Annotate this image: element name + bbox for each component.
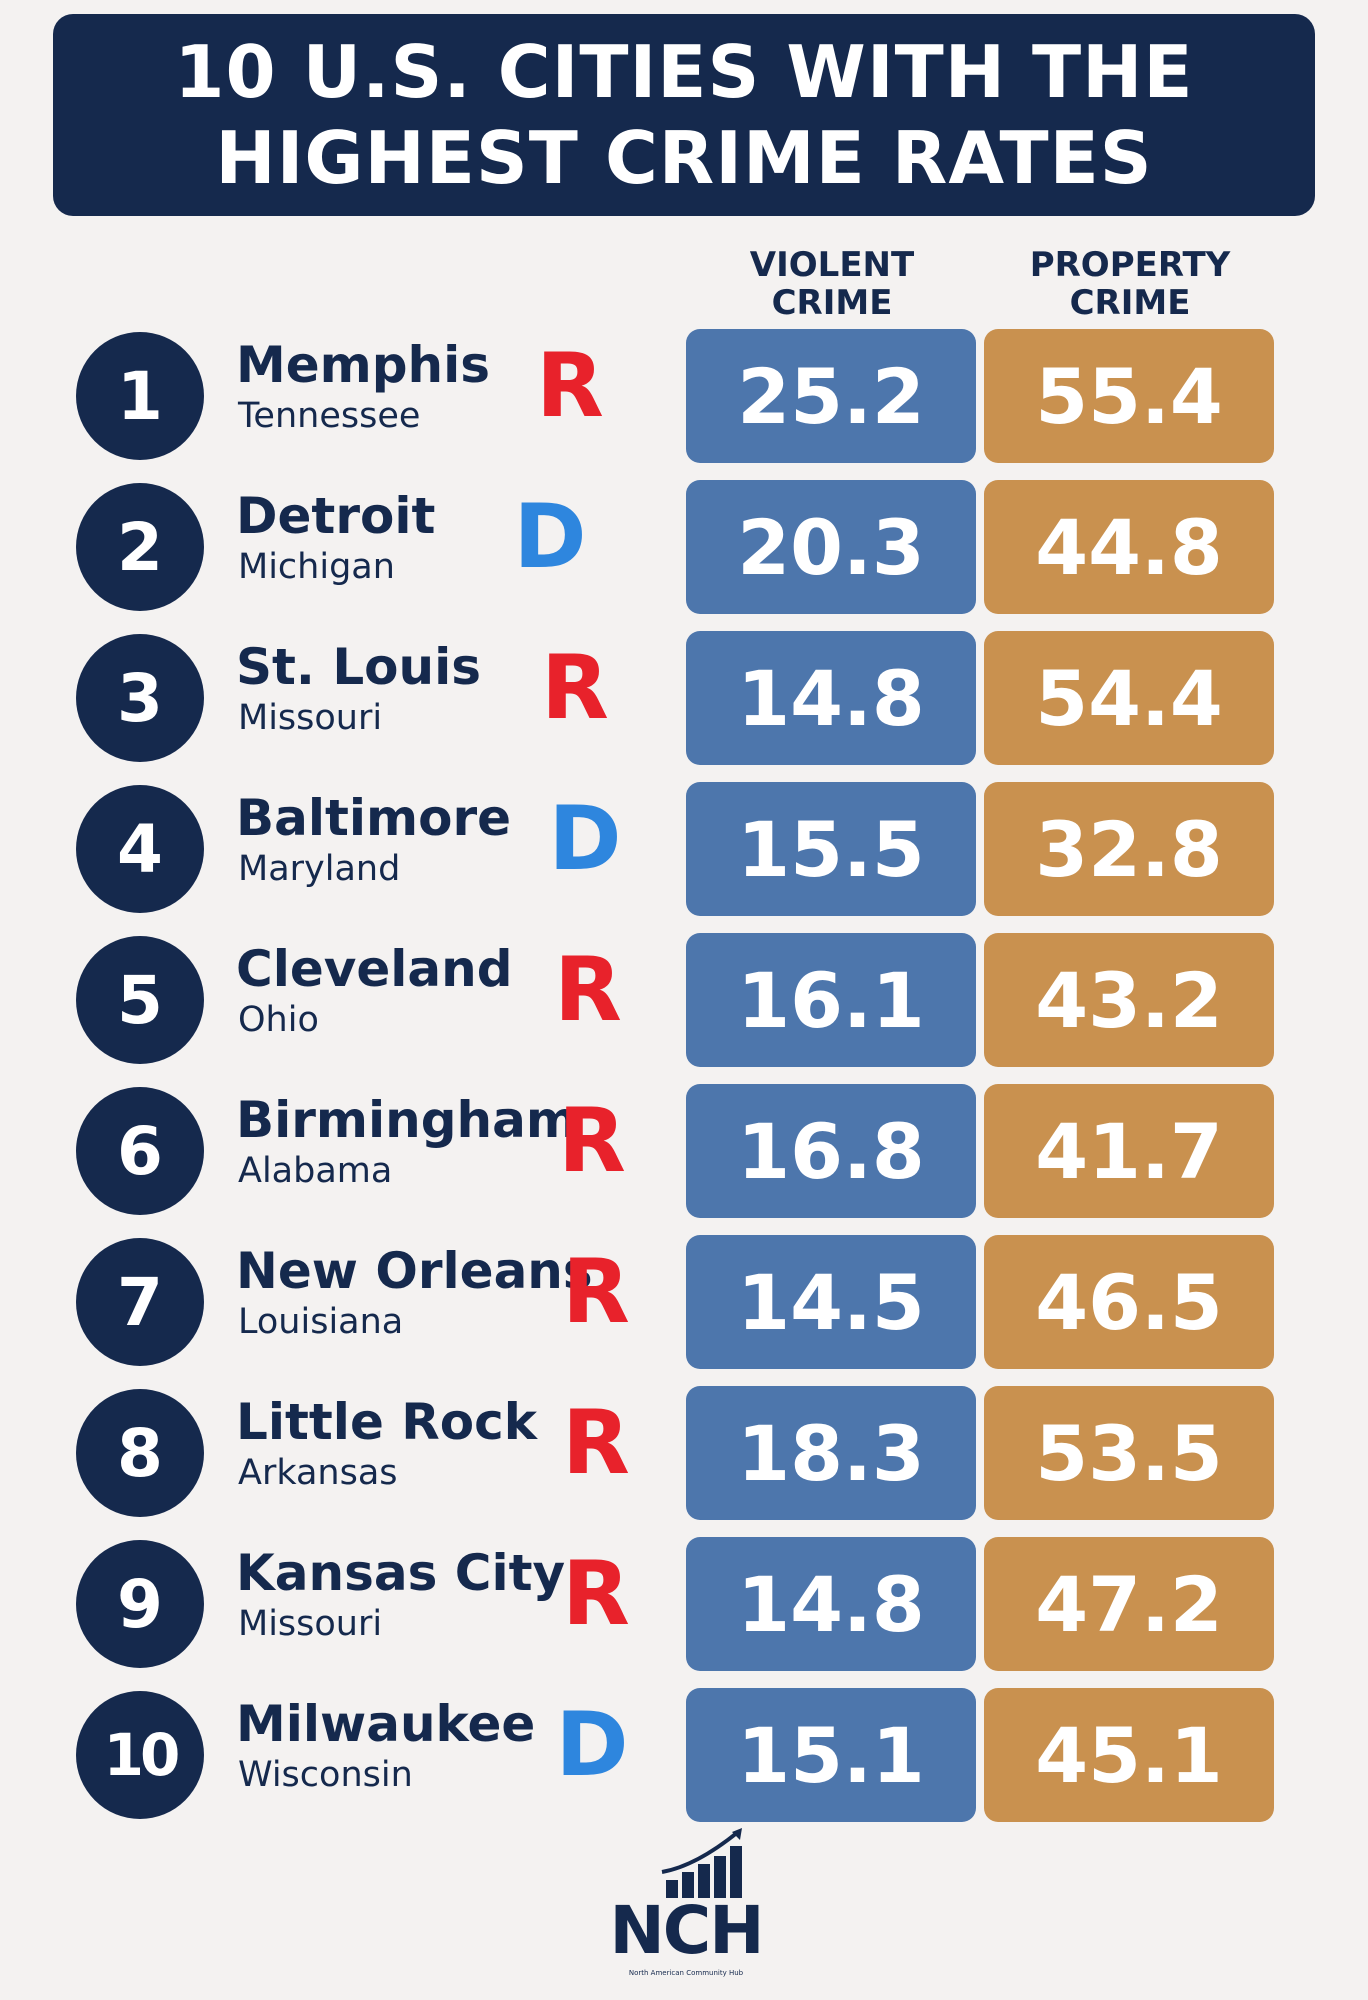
logo-subtitle: North American Community Hub	[628, 1969, 744, 1977]
rank-badge: 5	[76, 936, 204, 1064]
rank-badge: 4	[76, 785, 204, 913]
party-badge: D	[513, 485, 587, 588]
violent-crime-value: 16.8	[686, 1084, 976, 1218]
party-badge: R	[562, 1542, 630, 1645]
city-name: Kansas City	[236, 1544, 566, 1602]
violent-crime-value: 25.2	[686, 329, 976, 463]
table-row: 2 Detroit Michigan D 20.3 44.8	[66, 477, 1276, 617]
rank-badge: 2	[76, 483, 204, 611]
city-name: Detroit	[236, 487, 436, 545]
state-name: Michigan	[238, 547, 395, 587]
city-name: St. Louis	[236, 638, 482, 696]
bar-chart-arrow-icon	[661, 1828, 742, 1898]
table-row: 6 Birmingham Alabama R 16.8 41.7	[66, 1081, 1276, 1221]
city-name: Milwaukee	[236, 1695, 536, 1753]
city-name: Birmingham	[236, 1091, 578, 1149]
property-crime-value: 44.8	[984, 480, 1274, 614]
violent-header-line-1: VIOLENT	[749, 245, 915, 285]
table-row: 3 St. Louis Missouri R 14.8 54.4	[66, 628, 1276, 768]
rank-badge: 6	[76, 1087, 204, 1215]
state-name: Alabama	[238, 1151, 393, 1191]
party-badge: R	[554, 938, 622, 1041]
table-row: 10 Milwaukee Wisconsin D 15.1 45.1	[66, 1685, 1276, 1825]
property-crime-value: 41.7	[984, 1084, 1274, 1218]
rank-badge: 3	[76, 634, 204, 762]
violent-header-line-2: CRIME	[771, 283, 893, 323]
state-name: Maryland	[238, 849, 401, 889]
logo-text: NCH	[609, 1892, 765, 1969]
property-crime-value: 55.4	[984, 329, 1274, 463]
table-row: 9 Kansas City Missouri R 14.8 47.2	[66, 1534, 1276, 1674]
title-banner: 10 U.S. CITIES WITH THE HIGHEST CRIME RA…	[53, 14, 1315, 216]
city-name: Memphis	[236, 336, 491, 394]
violent-crime-value: 20.3	[686, 480, 976, 614]
city-name: Cleveland	[236, 940, 513, 998]
party-badge: D	[555, 1693, 629, 1796]
property-crime-value: 54.4	[984, 631, 1274, 765]
violent-crime-value: 14.8	[686, 631, 976, 765]
violent-crime-value: 15.5	[686, 782, 976, 916]
party-badge: R	[536, 334, 604, 437]
title-line-1: 10 U.S. CITIES WITH THE	[174, 30, 1194, 114]
state-name: Tennessee	[238, 396, 421, 436]
property-header-line-2: CRIME	[1069, 283, 1191, 323]
state-name: Louisiana	[238, 1302, 404, 1342]
party-badge: D	[548, 787, 622, 890]
violent-crime-value: 15.1	[686, 1688, 976, 1822]
property-crime-header: PROPERTY CRIME	[984, 246, 1276, 322]
violent-crime-header: VIOLENT CRIME	[686, 246, 978, 322]
property-header-line-1: PROPERTY	[1029, 245, 1231, 285]
property-crime-value: 46.5	[984, 1235, 1274, 1369]
party-badge: R	[562, 1240, 630, 1343]
violent-crime-value: 16.1	[686, 933, 976, 1067]
property-crime-value: 32.8	[984, 782, 1274, 916]
property-crime-value: 47.2	[984, 1537, 1274, 1671]
table-row: 8 Little Rock Arkansas R 18.3 53.5	[66, 1383, 1276, 1523]
state-name: Arkansas	[238, 1453, 398, 1493]
title-line-2: HIGHEST CRIME RATES	[215, 116, 1153, 200]
party-badge: R	[558, 1089, 626, 1192]
city-name: Little Rock	[236, 1393, 538, 1451]
rank-badge: 7	[76, 1238, 204, 1366]
violent-crime-value: 18.3	[686, 1386, 976, 1520]
table-row: 1 Memphis Tennessee R 25.2 55.4	[66, 326, 1276, 466]
city-name: New Orleans	[236, 1242, 593, 1300]
table-row: 7 New Orleans Louisiana R 14.5 46.5	[66, 1232, 1276, 1372]
table-row: 5 Cleveland Ohio R 16.1 43.2	[66, 930, 1276, 1070]
table-row: 4 Baltimore Maryland D 15.5 32.8	[66, 779, 1276, 919]
violent-crime-value: 14.8	[686, 1537, 976, 1671]
state-name: Ohio	[238, 1000, 319, 1040]
rank-badge: 10	[76, 1691, 204, 1819]
property-crime-value: 45.1	[984, 1688, 1274, 1822]
rank-badge: 8	[76, 1389, 204, 1517]
state-name: Missouri	[238, 698, 383, 738]
nch-logo: NCH North American Community Hub	[596, 1826, 776, 1986]
property-crime-value: 53.5	[984, 1386, 1274, 1520]
state-name: Missouri	[238, 1604, 383, 1644]
rank-badge: 9	[76, 1540, 204, 1668]
party-badge: R	[541, 636, 609, 739]
violent-crime-value: 14.5	[686, 1235, 976, 1369]
city-name: Baltimore	[236, 789, 512, 847]
state-name: Wisconsin	[238, 1755, 413, 1795]
party-badge: R	[562, 1391, 630, 1494]
rank-badge: 1	[76, 332, 204, 460]
property-crime-value: 43.2	[984, 933, 1274, 1067]
